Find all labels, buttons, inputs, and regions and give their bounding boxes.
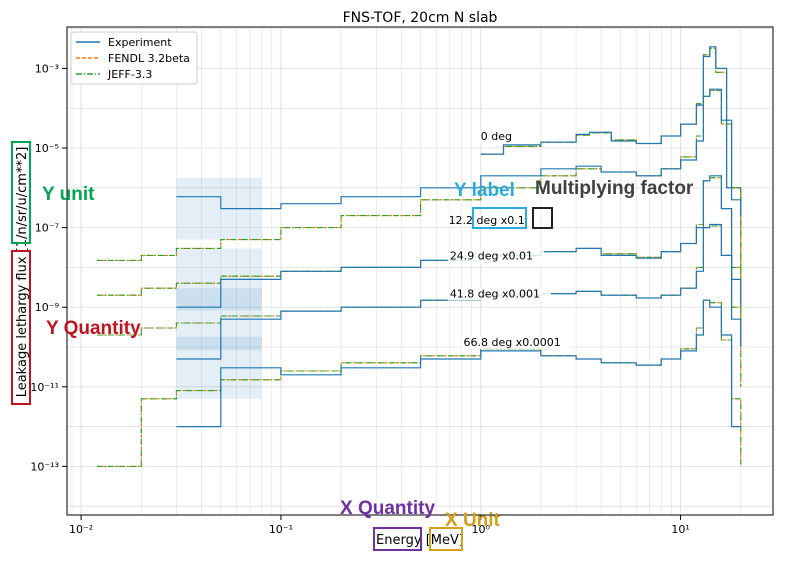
y-label-box (472, 207, 527, 229)
plot-frame (66, 26, 774, 516)
legend: Experiment FENDL 3.2beta JEFF-3.3 (70, 31, 198, 85)
y-tick-label: 10⁻¹³ (30, 460, 59, 473)
y-tick-label: 10⁻¹¹ (30, 381, 59, 394)
x-tick-label: 10¹ (671, 523, 689, 536)
group-label: 12.2 deg x0.1 (449, 214, 525, 227)
group-label-background (461, 336, 572, 350)
series-fendl-group-0 (480, 47, 742, 268)
group-label: 0 deg (481, 130, 512, 143)
group-label: 66.8 deg x0.0001 (464, 336, 561, 349)
group-label-layer: 0 deg 12.2 deg x0.1 24.9 deg x0.01 41.8 deg… (446, 129, 572, 350)
y-axis-label: Leakage lethargy flux [1/n/sr/u/cm**2] (15, 147, 30, 398)
legend-label-fendl: FENDL 3.2beta (108, 52, 190, 65)
y-tick-label: 10⁻⁹ (35, 301, 59, 314)
annotation-y-label: Y label (454, 180, 515, 201)
annotation-y-unit: Y unit (42, 184, 95, 205)
annotation-x-unit: X Unit (445, 510, 500, 531)
annotation-multiplying-factor: Multiplying factor (535, 178, 694, 199)
series-experiment-group-3 (176, 223, 742, 360)
x-tick-label: 10⁻² (69, 523, 93, 536)
series-experiment-group-0 (480, 46, 742, 216)
legend-label-jeff: JEFF-3.3 (107, 68, 152, 81)
group-label: 24.9 deg x0.01 (450, 249, 533, 262)
grid-layer (67, 27, 773, 515)
annotation-y-quantity: Y Quantity (46, 318, 141, 339)
x-tick-label: 10⁻¹ (269, 523, 293, 536)
series-layer (96, 46, 742, 467)
multiplying-factor-box (532, 207, 553, 229)
x-tick-label: 10⁰ (472, 523, 491, 536)
group-label-background (478, 129, 516, 143)
series-experiment-group-1 (176, 88, 742, 216)
y-quantity-box (11, 250, 31, 405)
chart-title: FNS-TOF, 20cm N slab (343, 10, 498, 26)
series-experiment-group-2 (176, 175, 742, 308)
series-experiment-group-4 (176, 299, 741, 428)
annotation-x-quantity: X Quantity (340, 498, 436, 519)
y-tick-label: 10⁻⁷ (35, 222, 59, 235)
y-tick-label: 10⁻⁵ (35, 142, 59, 155)
legend-box (70, 31, 198, 85)
group-label: 41.8 deg x0.001 (450, 288, 540, 301)
group-label-background (447, 249, 545, 263)
legend-label-experiment: Experiment (108, 36, 172, 49)
y-axis-label-group: Leakage lethargy flux [1/n/sr/u/cm**2] (15, 147, 30, 398)
group-label-background (446, 213, 537, 227)
y-tick-label: 10⁻³ (35, 62, 59, 75)
y-unit-box (11, 141, 31, 244)
group-label-background (447, 287, 551, 301)
uncertainty-bands (176, 177, 262, 399)
x-quantity-box (373, 527, 422, 551)
tick-layer: 10⁻² 10⁻¹ 10⁰ 10¹ 10⁻³ 10⁻⁵ 10⁻⁷ 10⁻⁹ 10⁻¹¹ 10⁻¹³ (30, 62, 689, 536)
series-jeff-group-0 (480, 47, 742, 268)
x-unit-box (429, 527, 463, 551)
